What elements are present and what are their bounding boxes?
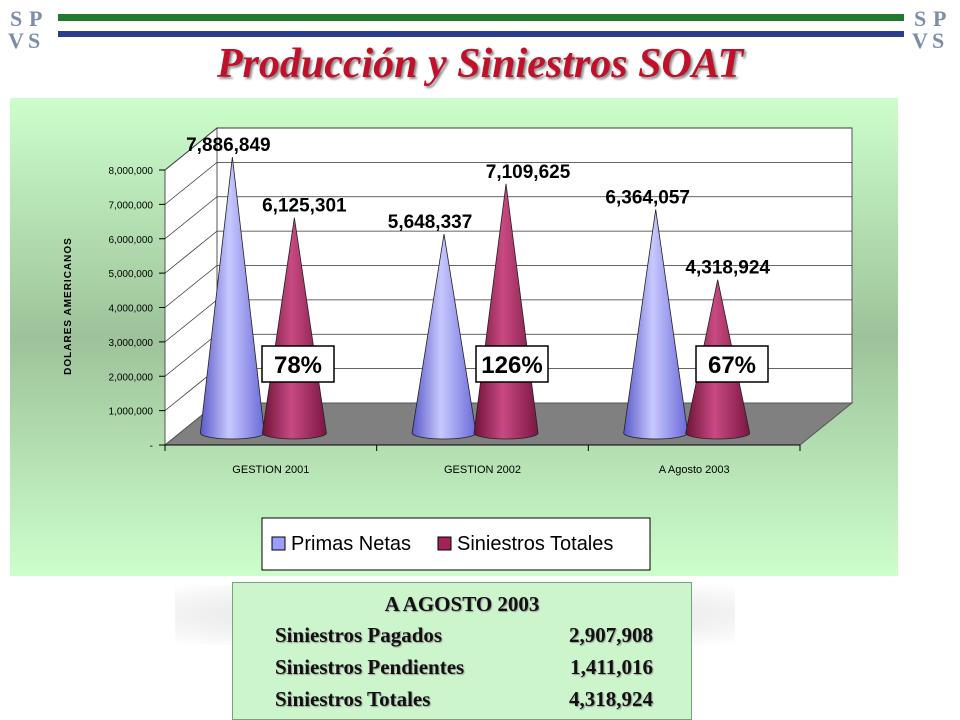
summary-label: Siniestros Pagados (275, 623, 443, 647)
legend-entry: Primas Netas (291, 533, 411, 555)
data-label: 7,109,625 (486, 162, 571, 183)
summary-box: A AGOSTO 2003 Siniestros Pagados 2,907,9… (232, 582, 692, 720)
summary-value: 2,907,908 (569, 623, 653, 647)
summary-label: Siniestros Pendientes (275, 655, 465, 679)
legend-box (261, 517, 651, 571)
svg-text:S: S (914, 6, 926, 31)
gridline (164, 162, 218, 205)
ratio-box (475, 345, 549, 383)
legend-entry: Siniestros Totales (457, 533, 613, 555)
data-label: 7,886,849 (186, 135, 271, 156)
y-tick-label: 2,000,000 (109, 372, 154, 383)
y-tick-label: 3,000,000 (109, 338, 154, 349)
x-category-label: GESTION 2002 (444, 464, 521, 476)
svg-text:V: V (8, 28, 24, 50)
summary-row: Siniestros Pendientes 1,411,016 (233, 655, 691, 681)
svg-text:S: S (28, 28, 40, 50)
legend-swatch (271, 536, 286, 551)
gridline (164, 333, 218, 377)
production-claims-chart: - 1,000,000 2,000,000 3,000,000 4,000,000 5,0… (10, 98, 898, 576)
data-label: 6,364,057 (605, 187, 690, 208)
gridline (164, 299, 218, 343)
summary-row: Siniestros Pagados 2,907,908 (233, 623, 691, 649)
header-stripe-green (58, 14, 904, 21)
company-logo-right: S P V S (910, 6, 954, 50)
cone-bar (261, 217, 327, 440)
company-logo-left: S P V S (6, 6, 50, 50)
ratio-box (695, 345, 769, 383)
data-label: 4,318,924 (685, 258, 770, 279)
svg-text:S: S (932, 28, 944, 50)
ratio-label: 78% (274, 352, 322, 379)
y-tick-label: 4,000,000 (109, 304, 154, 315)
ratio-labels: 78% 126% 67% (261, 345, 769, 383)
y-tick-label: 5,000,000 (109, 269, 154, 280)
y-tick-label: 6,000,000 (109, 235, 154, 246)
summary-row: Siniestros Totales 4,318,924 (233, 687, 691, 713)
svg-text:P: P (933, 6, 946, 31)
summary-value: 1,411,016 (570, 655, 653, 679)
svg-text:S: S (10, 6, 22, 31)
y-tick-label: 8,000,000 (109, 166, 154, 177)
svg-text:V: V (912, 28, 928, 50)
gridline (164, 196, 218, 240)
y-tick-label: - (150, 441, 153, 452)
data-label: 6,125,301 (262, 196, 347, 217)
summary-heading: A AGOSTO 2003 (384, 592, 540, 616)
ratio-label: 67% (708, 352, 756, 379)
data-label: 5,648,337 (388, 212, 473, 233)
y-tick-label: 1,000,000 (109, 407, 154, 418)
x-axis-categories: GESTION 2001 GESTION 2002 A Agosto 2003 (164, 445, 801, 476)
data-labels: 7,886,849 6,125,301 5,648,337 7,109,625 6,36… (186, 135, 770, 279)
ratio-label: 126% (481, 352, 542, 379)
slide-title: Producción y Siniestros SOAT (216, 41, 744, 87)
summary-label: Siniestros Totales (275, 687, 431, 711)
y-axis-ticks: - 1,000,000 2,000,000 3,000,000 4,000,000 5,0… (109, 166, 800, 452)
gridline (164, 127, 218, 171)
ratio-box (261, 345, 335, 383)
x-category-label: GESTION 2001 (232, 464, 309, 476)
y-axis-label: DOLARES AMERICANOS (63, 237, 74, 375)
gridline (164, 265, 218, 308)
gridline (164, 230, 218, 274)
x-category-label: A Agosto 2003 (659, 464, 730, 476)
header-stripe-blue (58, 31, 904, 37)
summary-value: 4,318,924 (569, 687, 653, 711)
legend-swatch (437, 536, 452, 551)
y-tick-label: 7,000,000 (109, 200, 154, 211)
svg-text:P: P (29, 6, 42, 31)
chart-legend: Primas Netas Siniestros Totales (261, 517, 651, 571)
